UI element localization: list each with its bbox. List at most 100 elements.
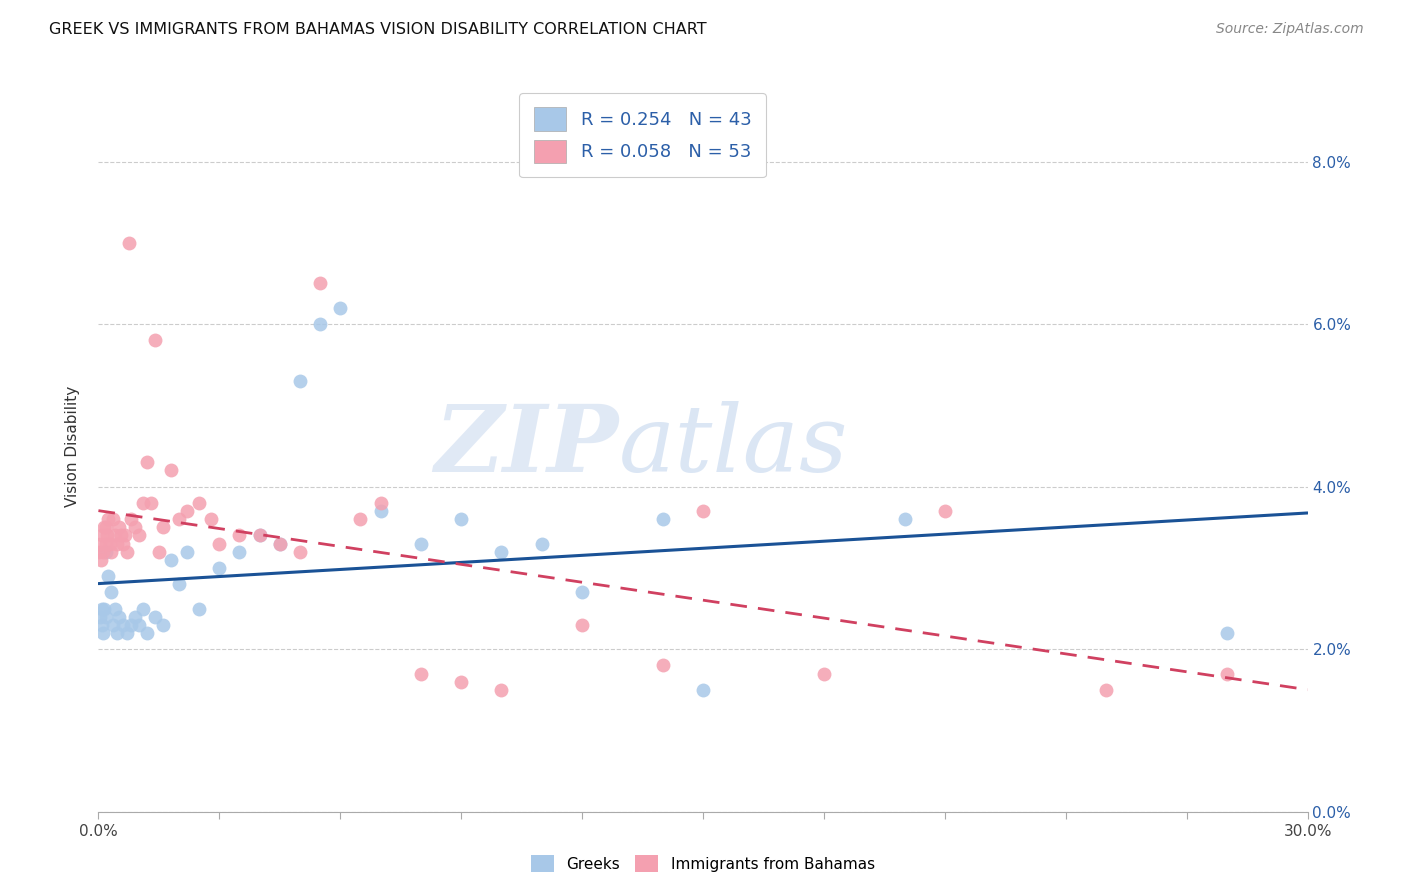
Point <box>111 536 134 550</box>
Point <box>329 301 352 315</box>
Point <box>115 544 138 558</box>
Point <box>651 658 673 673</box>
Point <box>90 601 112 615</box>
Point <box>105 626 128 640</box>
Point <box>309 317 332 331</box>
Point <box>105 536 128 550</box>
Point <box>93 520 115 534</box>
Point <box>94 609 117 624</box>
Point <box>491 544 513 558</box>
Point <box>91 617 114 632</box>
Point <box>97 512 120 526</box>
Point <box>409 536 432 550</box>
Text: atlas: atlas <box>619 401 848 491</box>
Point <box>98 536 121 550</box>
Point <box>132 496 155 510</box>
Point <box>111 617 134 632</box>
Point <box>893 512 915 526</box>
Point <box>97 569 120 583</box>
Point <box>89 544 111 558</box>
Point <box>152 520 174 534</box>
Point <box>208 561 231 575</box>
Point <box>107 520 129 534</box>
Point <box>94 536 117 550</box>
Point <box>100 585 122 599</box>
Point <box>143 609 166 624</box>
Point <box>188 496 211 510</box>
Point <box>103 601 125 615</box>
Point <box>309 277 332 291</box>
Point <box>1216 666 1239 681</box>
Point <box>91 626 114 640</box>
Point <box>530 536 553 550</box>
Point <box>115 626 138 640</box>
Point <box>228 544 250 558</box>
Point <box>1216 626 1239 640</box>
Point <box>143 334 166 348</box>
Point <box>288 374 311 388</box>
Point <box>101 512 124 526</box>
Point <box>692 504 714 518</box>
Point <box>152 617 174 632</box>
Point <box>813 666 835 681</box>
Point <box>96 544 118 558</box>
Point <box>118 235 141 250</box>
Point <box>651 512 673 526</box>
Point <box>249 528 271 542</box>
Point <box>135 455 157 469</box>
Point <box>90 553 112 567</box>
Text: ZIP: ZIP <box>434 401 619 491</box>
Point <box>370 504 392 518</box>
Point <box>89 536 111 550</box>
Point <box>103 528 125 542</box>
Point <box>208 536 231 550</box>
Point <box>91 544 114 558</box>
Point <box>89 609 111 624</box>
Point <box>91 528 114 542</box>
Point <box>128 528 150 542</box>
Point <box>120 512 142 526</box>
Point <box>200 512 222 526</box>
Point <box>409 666 432 681</box>
Point <box>135 626 157 640</box>
Text: GREEK VS IMMIGRANTS FROM BAHAMAS VISION DISABILITY CORRELATION CHART: GREEK VS IMMIGRANTS FROM BAHAMAS VISION … <box>49 22 707 37</box>
Point <box>450 674 472 689</box>
Point <box>167 577 190 591</box>
Point <box>269 536 291 550</box>
Point <box>139 496 162 510</box>
Point <box>128 617 150 632</box>
Point <box>269 536 291 550</box>
Point <box>120 617 142 632</box>
Point <box>249 528 271 542</box>
Point <box>571 585 593 599</box>
Point <box>288 544 311 558</box>
Point <box>107 609 129 624</box>
Point <box>370 496 392 510</box>
Point <box>132 601 155 615</box>
Point <box>124 520 146 534</box>
Point <box>571 617 593 632</box>
Point <box>124 609 146 624</box>
Legend: Greeks, Immigrants from Bahamas: Greeks, Immigrants from Bahamas <box>523 847 883 880</box>
Point <box>100 544 122 558</box>
Point <box>114 528 136 542</box>
Text: Source: ZipAtlas.com: Source: ZipAtlas.com <box>1216 22 1364 37</box>
Y-axis label: Vision Disability: Vision Disability <box>65 385 80 507</box>
Point <box>101 617 124 632</box>
Point <box>692 682 714 697</box>
Point <box>349 512 371 526</box>
Point <box>450 512 472 526</box>
Point <box>934 504 956 518</box>
Point <box>96 528 118 542</box>
Point <box>491 682 513 697</box>
Point <box>93 601 115 615</box>
Point <box>110 528 132 542</box>
Point <box>1095 682 1118 697</box>
Point <box>176 504 198 518</box>
Point <box>188 601 211 615</box>
Legend: R = 0.254   N = 43, R = 0.058   N = 53: R = 0.254 N = 43, R = 0.058 N = 53 <box>519 93 766 178</box>
Point <box>228 528 250 542</box>
Point <box>167 512 190 526</box>
Point <box>160 463 183 477</box>
Point <box>96 520 118 534</box>
